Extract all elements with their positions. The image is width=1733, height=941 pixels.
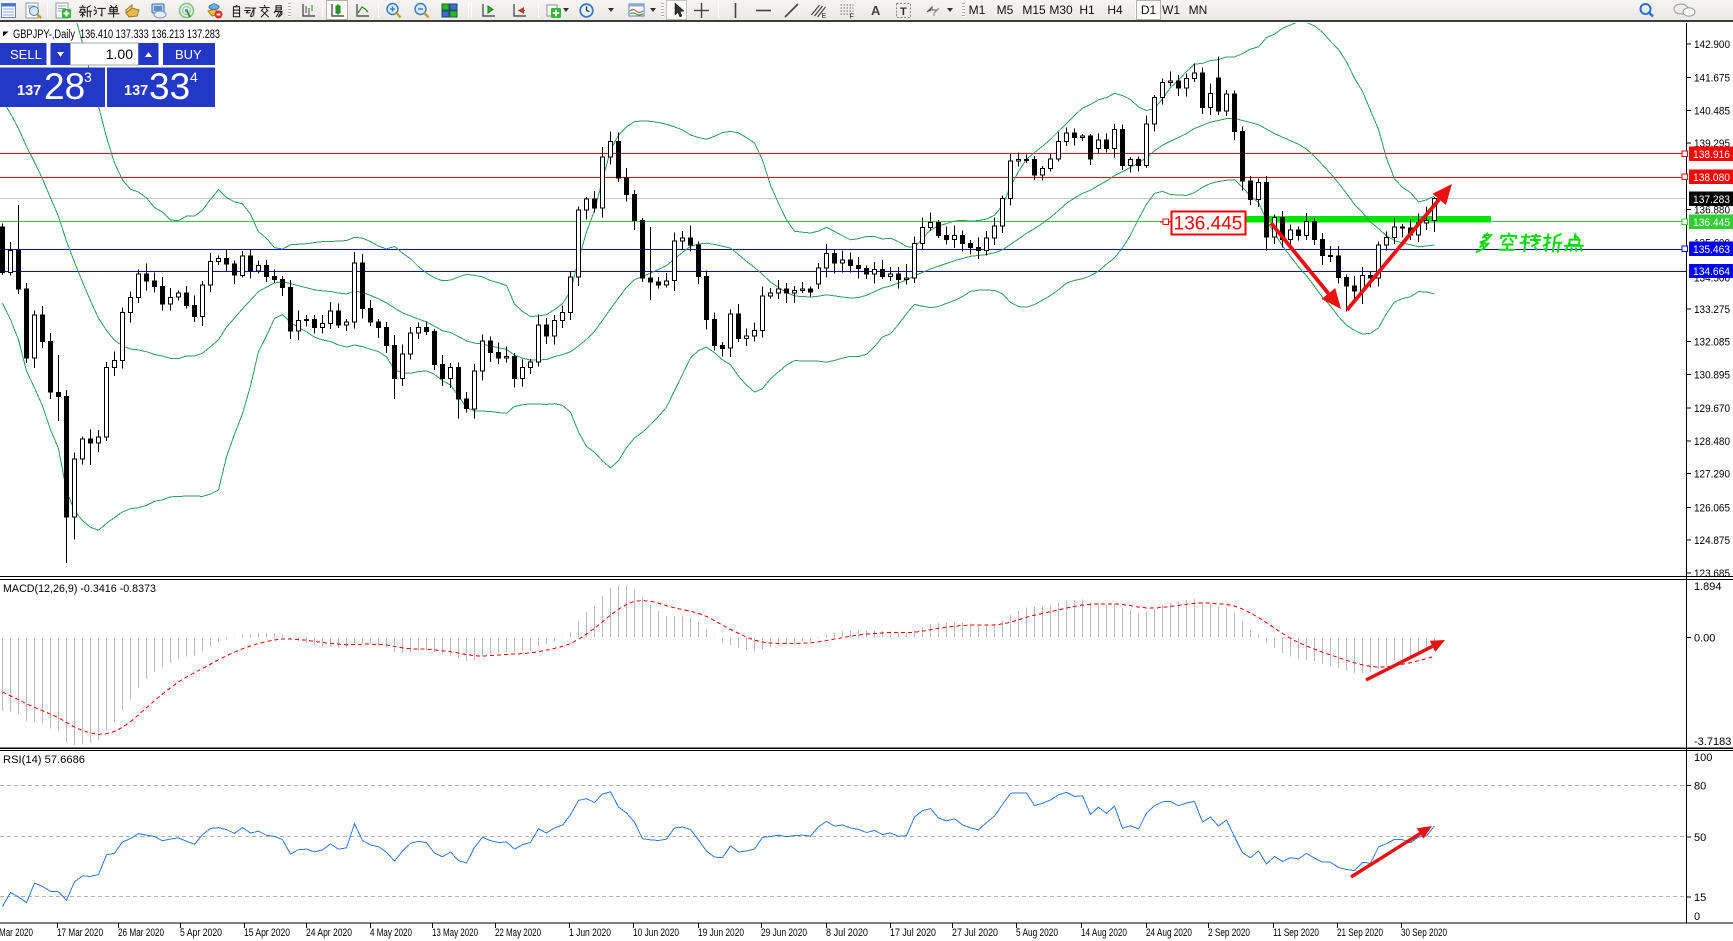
svg-text:14 Aug 2020: 14 Aug 2020 — [1081, 927, 1127, 939]
svg-text:137: 137 — [124, 83, 148, 99]
svg-text:128.480: 128.480 — [1694, 436, 1730, 448]
svg-text:136.410 137.333 136.213 137.28: 136.410 137.333 136.213 137.283 — [80, 29, 220, 41]
svg-text:0.00: 0.00 — [1694, 633, 1715, 645]
svg-text:33: 33 — [149, 66, 190, 107]
svg-text:10 Jun 2020: 10 Jun 2020 — [633, 927, 679, 939]
svg-text:136.445: 136.445 — [1693, 217, 1730, 229]
svg-text:24 Aug 2020: 24 Aug 2020 — [1146, 927, 1192, 939]
svg-text:1.00: 1.00 — [106, 46, 133, 62]
svg-text:1.894: 1.894 — [1694, 581, 1722, 593]
svg-text:132.085: 132.085 — [1694, 337, 1730, 349]
svg-text:Mar 2020: Mar 2020 — [0, 927, 33, 939]
svg-text:8 Jul 2020: 8 Jul 2020 — [826, 927, 868, 939]
svg-text:133.275: 133.275 — [1694, 304, 1730, 316]
svg-text:19 Jun 2020: 19 Jun 2020 — [698, 927, 744, 939]
svg-text:137.283: 137.283 — [1693, 194, 1730, 206]
svg-text:F: F — [850, 14, 854, 20]
svg-text:130.895: 130.895 — [1694, 370, 1730, 382]
svg-text:24 Apr 2020: 24 Apr 2020 — [306, 927, 352, 939]
svg-text:17 Mar 2020: 17 Mar 2020 — [57, 927, 103, 939]
svg-text:30 Sep 2020: 30 Sep 2020 — [1401, 927, 1447, 939]
svg-text:127.290: 127.290 — [1694, 469, 1730, 481]
svg-text:80: 80 — [1694, 781, 1706, 793]
svg-text:3: 3 — [84, 69, 92, 85]
svg-text:138.916: 138.916 — [1693, 149, 1730, 161]
svg-text:BUY: BUY — [175, 47, 202, 62]
svg-text:140.485: 140.485 — [1694, 106, 1730, 118]
svg-text:138.080: 138.080 — [1693, 172, 1730, 184]
svg-text:123.685: 123.685 — [1694, 568, 1730, 580]
svg-text:50: 50 — [1694, 832, 1706, 844]
svg-text:135.463: 135.463 — [1693, 244, 1730, 256]
svg-text:2 Sep 2020: 2 Sep 2020 — [1208, 927, 1250, 939]
svg-text:15 Apr 2020: 15 Apr 2020 — [244, 927, 290, 939]
svg-text:129.670: 129.670 — [1694, 403, 1730, 415]
svg-text:134.664: 134.664 — [1693, 266, 1730, 278]
svg-text:100: 100 — [1694, 752, 1712, 764]
svg-text:13 May 2020: 13 May 2020 — [432, 927, 478, 939]
svg-text:126.065: 126.065 — [1694, 503, 1730, 515]
svg-text:5 Apr 2020: 5 Apr 2020 — [180, 927, 222, 939]
svg-text:21 Sep 2020: 21 Sep 2020 — [1337, 927, 1383, 939]
svg-text:4: 4 — [190, 69, 198, 85]
svg-text:141.675: 141.675 — [1694, 73, 1730, 85]
svg-text:142.900: 142.900 — [1694, 39, 1730, 51]
svg-text:17 Jul 2020: 17 Jul 2020 — [890, 927, 936, 939]
svg-text:28: 28 — [44, 66, 85, 107]
svg-text:4 May 2020: 4 May 2020 — [370, 927, 412, 939]
svg-text:T: T — [900, 6, 907, 18]
svg-text:GBPJPY-,Daily: GBPJPY-,Daily — [13, 29, 75, 41]
svg-text:5 Aug 2020: 5 Aug 2020 — [1016, 927, 1058, 939]
svg-text:SELL: SELL — [10, 47, 42, 62]
svg-text:15: 15 — [1694, 892, 1706, 904]
svg-text:0: 0 — [1694, 911, 1700, 923]
svg-text:136.880: 136.880 — [1694, 205, 1730, 217]
svg-text:22 May 2020: 22 May 2020 — [495, 927, 541, 939]
svg-text:E: E — [822, 13, 827, 19]
svg-text:1 Jun 2020: 1 Jun 2020 — [569, 927, 611, 939]
svg-text:29 Jun 2020: 29 Jun 2020 — [761, 927, 807, 939]
svg-text:MACD(12,26,9) -0.3416 -0.8373: MACD(12,26,9) -0.3416 -0.8373 — [3, 583, 156, 595]
svg-text:11 Sep 2020: 11 Sep 2020 — [1273, 927, 1319, 939]
svg-text:RSI(14) 57.6686: RSI(14) 57.6686 — [3, 754, 85, 766]
svg-text:124.875: 124.875 — [1694, 535, 1730, 547]
svg-text:137: 137 — [17, 83, 41, 99]
svg-text:136.445: 136.445 — [1174, 214, 1243, 235]
svg-text:26 Mar 2020: 26 Mar 2020 — [118, 927, 164, 939]
svg-text:27 Jul 2020: 27 Jul 2020 — [952, 927, 998, 939]
svg-text:-3.7183: -3.7183 — [1694, 736, 1731, 748]
